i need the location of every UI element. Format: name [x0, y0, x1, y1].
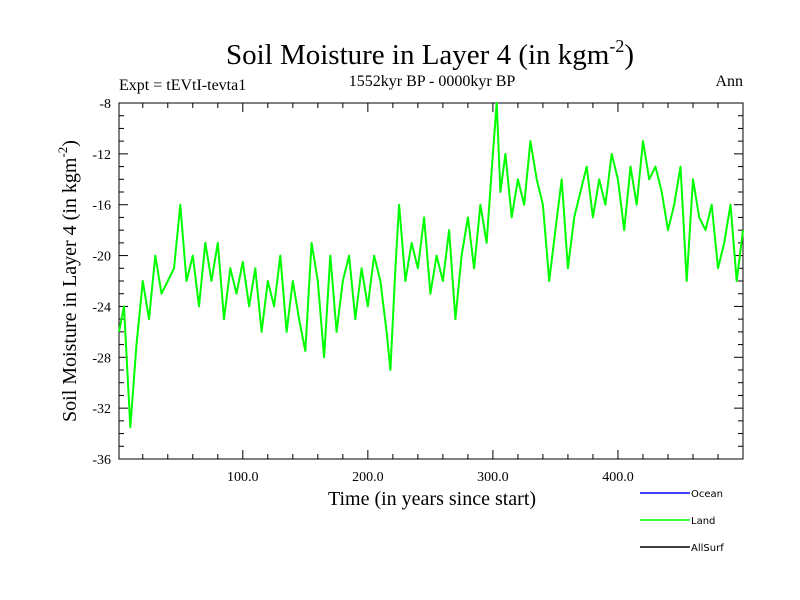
legend-label-land: Land	[691, 516, 715, 527]
legend-label-allsurf: AllSurf	[691, 543, 724, 554]
legend-label-ocean: Ocean	[691, 489, 723, 500]
x-axis-label: Time (in years since start)	[328, 488, 536, 510]
chart-title-superscript: -2	[609, 36, 624, 56]
y-axis-label: Soil Moisture in Layer 4 (in kgm-2)	[55, 140, 81, 422]
time-range-label: 1552kyr BP - 0000kyr BP	[349, 73, 516, 90]
y-tick-label: -28	[92, 351, 111, 366]
plot-frame	[118, 102, 744, 460]
y-tick-label: -24	[92, 300, 111, 315]
x-tick-label: 200.0	[352, 470, 384, 485]
x-tick-label: 100.0	[227, 470, 259, 485]
y-tick-label: -20	[92, 250, 111, 265]
y-axis-label-superscript: -2	[55, 147, 70, 158]
x-axis-ticks: 100.0 200.0 300.0 400.0	[142, 103, 744, 485]
y-tick-label: -16	[92, 199, 111, 214]
y-tick-label: -32	[92, 402, 111, 417]
legend: Ocean Land AllSurf	[640, 489, 724, 554]
y-axis-ticks: -36 -32 -28 -24 -20 -16 -12 -8	[92, 97, 743, 468]
y-tick-label: -8	[99, 97, 111, 112]
series-lines	[118, 102, 744, 429]
y-tick-label: -12	[92, 148, 111, 163]
x-tick-label: 300.0	[477, 470, 509, 485]
experiment-label: Expt = tEVtI-tevta1	[119, 77, 246, 94]
series-line-land	[118, 102, 744, 429]
y-tick-label: -36	[92, 453, 111, 468]
chart-title: Soil Moisture in Layer 4 (in kgm-2)	[226, 36, 634, 71]
x-tick-label: 400.0	[602, 470, 634, 485]
season-label: Ann	[715, 73, 743, 90]
